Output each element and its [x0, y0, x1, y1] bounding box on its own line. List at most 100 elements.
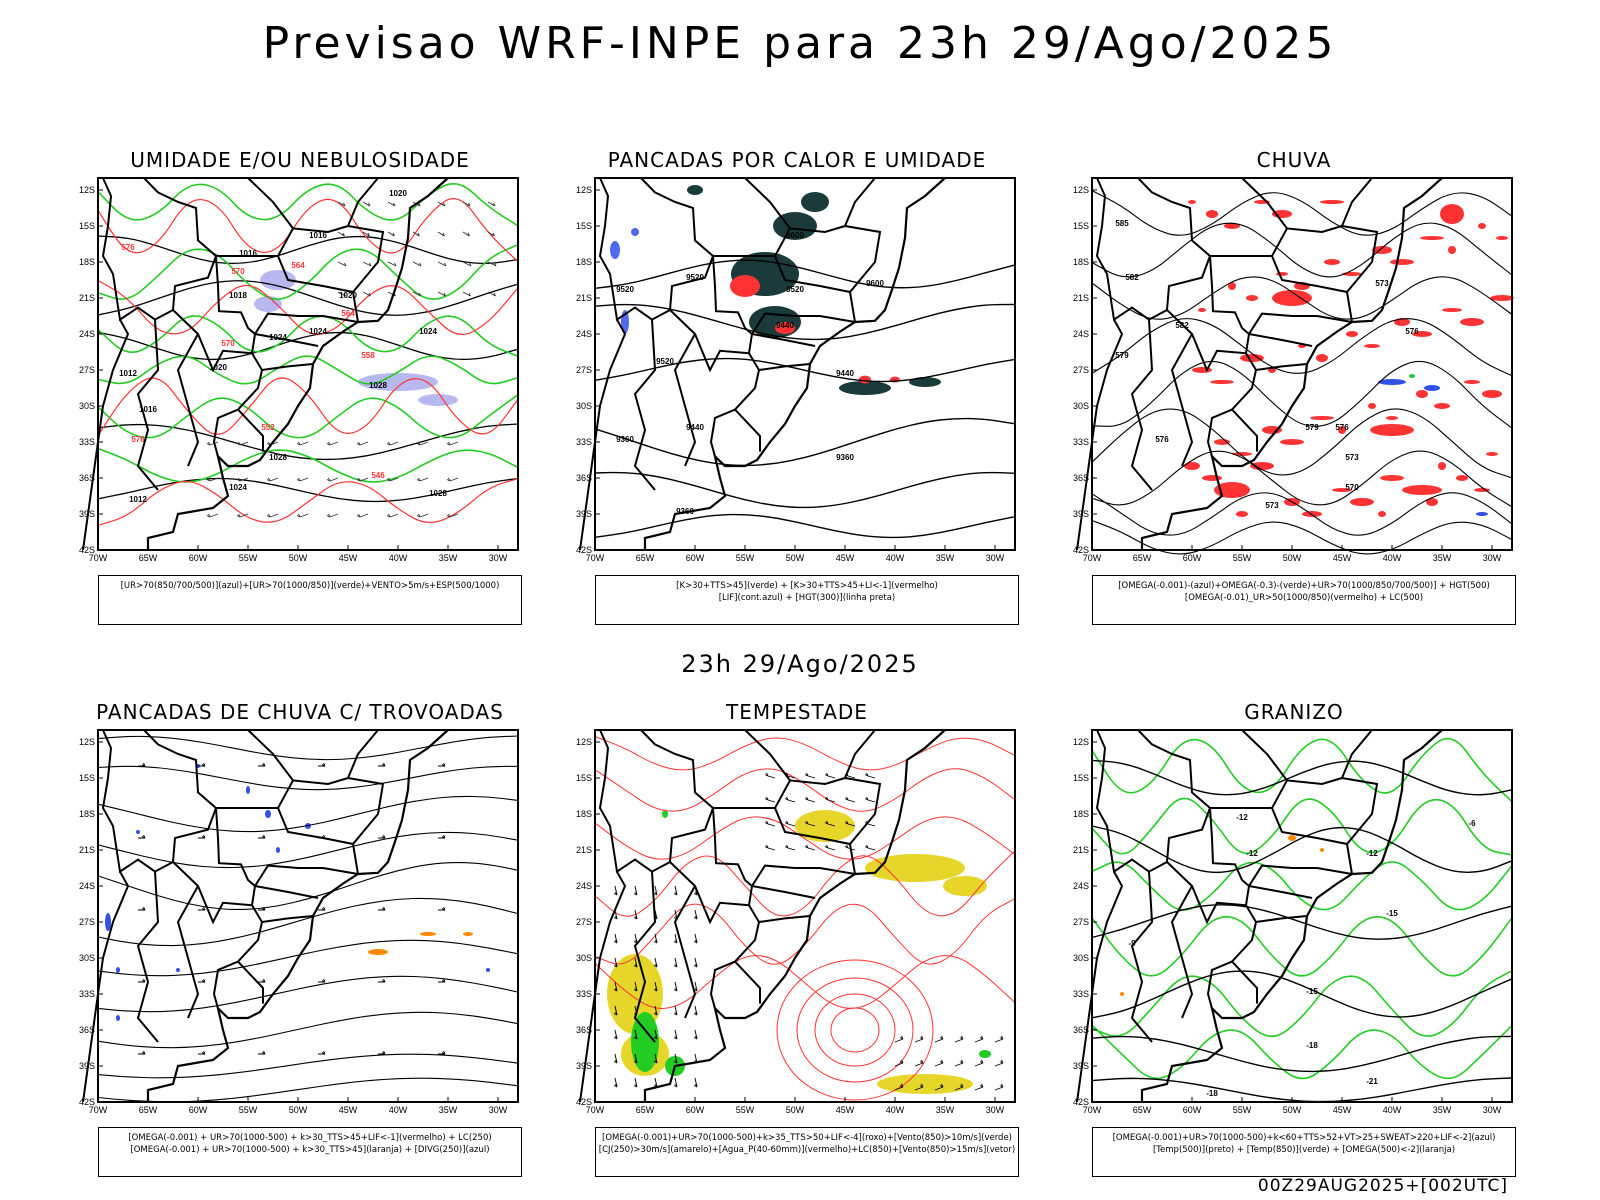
lon-tick-label: 70W — [586, 553, 605, 563]
temp500-contour — [1091, 904, 1513, 940]
border-line — [579, 319, 627, 551]
rain-red-area — [1442, 308, 1462, 312]
jet-yellow-area — [877, 1074, 973, 1094]
border-line — [1165, 255, 1247, 373]
wind-vector — [633, 933, 638, 944]
border-line — [1209, 255, 1258, 411]
border-line — [1270, 225, 1379, 294]
lon-tick-label: 50W — [289, 1105, 308, 1115]
border-line — [82, 871, 130, 1103]
lat-tick-label: 36S — [1073, 1025, 1089, 1035]
border-line — [1248, 843, 1354, 887]
rain-red-area — [1364, 344, 1380, 348]
lat-tick-label: 36S — [1073, 473, 1089, 483]
temp850-green-contour — [1091, 969, 1513, 1038]
lon-tick-label: 65W — [139, 1105, 158, 1115]
rain-red-area — [1236, 511, 1248, 517]
temp850-green-contour — [1091, 797, 1513, 856]
rain-red-area — [1482, 390, 1502, 398]
border-line — [668, 255, 750, 373]
isobar-label: 564 — [341, 309, 355, 318]
border-line — [640, 177, 714, 257]
wind-vector — [412, 261, 422, 267]
border-line — [673, 333, 697, 467]
contour-label: 9520 — [686, 273, 704, 282]
lon-tick-label: 35W — [936, 1105, 955, 1115]
omega-orange-spot — [1120, 992, 1124, 996]
isobar-label: 1012 — [119, 369, 137, 378]
lat-tick-label: 21S — [79, 845, 95, 855]
isobar-label: 1016 — [139, 405, 157, 414]
rain-red-area — [1276, 272, 1288, 276]
streamline-arrow — [258, 834, 266, 839]
lif-blue-area — [610, 241, 620, 259]
thickness-red-contour — [97, 377, 519, 436]
divergence-blue-spot — [486, 968, 490, 972]
panel-title: GRANIZO — [1244, 700, 1344, 724]
lat-tick-label: 24S — [576, 881, 592, 891]
panel-title: UMIDADE E/OU NEBULOSIDADE — [130, 148, 470, 172]
rain-red-area — [1250, 462, 1274, 470]
wind-vector — [633, 909, 638, 920]
wind-vector — [266, 513, 279, 518]
wind-vector — [914, 1083, 924, 1091]
isobar-label: 1016 — [309, 231, 327, 240]
lon-tick-label: 70W — [89, 553, 108, 563]
streamline-red — [594, 768, 1016, 812]
rain-red-area — [1412, 331, 1432, 337]
streamline — [1091, 408, 1513, 479]
lon-tick-label: 30W — [489, 553, 508, 563]
rain-blue-area — [1378, 379, 1406, 385]
lat-tick-label: 27S — [576, 917, 592, 927]
lat-tick-label: 30S — [1073, 401, 1089, 411]
streamline — [97, 795, 519, 833]
rain-red-area — [1416, 390, 1428, 398]
streamline — [97, 765, 519, 791]
border-line — [844, 729, 876, 779]
lon-tick-label: 50W — [289, 553, 308, 563]
lat-tick-label: 36S — [79, 473, 95, 483]
wind-vector — [673, 981, 678, 992]
isobar-line — [97, 280, 519, 316]
lon-tick-label: 65W — [636, 553, 655, 563]
border-line — [1241, 729, 1288, 782]
humidity-green-contour — [97, 355, 519, 385]
divergence-blue-spot — [116, 967, 120, 973]
border-line — [1137, 177, 1211, 257]
border-line — [633, 319, 657, 491]
lat-tick-label: 36S — [576, 1025, 592, 1035]
lat-tick-label: 21S — [576, 293, 592, 303]
lon-tick-label: 45W — [1333, 1105, 1352, 1115]
streamline — [97, 831, 519, 869]
wind-green-area — [662, 810, 668, 818]
humidity-green-contour — [97, 182, 519, 227]
wind-vector — [613, 885, 618, 896]
wind-vector — [784, 844, 796, 851]
rain-red-area — [1350, 498, 1374, 506]
rain-red-area — [1184, 462, 1200, 470]
temp500-contour — [1091, 825, 1513, 874]
map-frame — [97, 177, 519, 551]
lon-tick-label: 70W — [586, 1105, 605, 1115]
panel-umidade: UMIDADE E/OU NEBULOSIDADE 1020 1016 1016 10… — [60, 148, 540, 628]
wind-vector — [764, 844, 776, 851]
legend-line: [OMEGA(-0.001) + UR>70(1000-500) + k>30_… — [128, 1133, 492, 1143]
border-line — [1341, 729, 1373, 779]
rain-red-area — [1490, 295, 1514, 301]
lat-tick-label: 18S — [576, 257, 592, 267]
border-line — [1165, 807, 1247, 925]
wind-vector — [446, 513, 459, 518]
wind-vector — [446, 477, 459, 482]
lon-tick-label: 45W — [1333, 553, 1352, 563]
contour-label: 9520 — [786, 285, 804, 294]
lat-tick-label: 27S — [1073, 917, 1089, 927]
border-line — [82, 319, 130, 551]
wind-vector — [326, 513, 339, 518]
lon-tick-label: 65W — [1133, 1105, 1152, 1115]
lat-tick-label: 18S — [1073, 809, 1089, 819]
border-line — [712, 255, 761, 411]
wind-vector — [894, 1083, 904, 1091]
wind-vector — [337, 291, 346, 297]
temp500-contour — [1091, 1035, 1513, 1073]
